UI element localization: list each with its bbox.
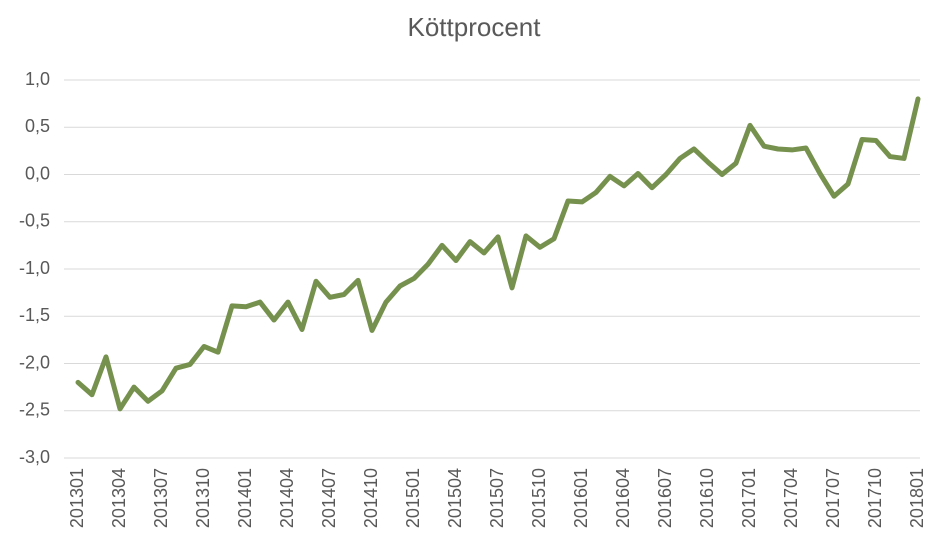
x-tick-label: 201404 [277, 468, 297, 528]
x-tick-label: 201504 [445, 468, 465, 528]
x-tick-label: 201707 [823, 468, 843, 528]
x-tick-label: 201501 [403, 468, 423, 528]
y-tick-label: -2,5 [19, 400, 50, 420]
y-tick-label: -0,5 [19, 211, 50, 231]
x-tick-label: 201701 [739, 468, 759, 528]
x-tick-label: 201510 [529, 468, 549, 528]
y-tick-label: -1,0 [19, 258, 50, 278]
x-tick-label: 201304 [109, 468, 129, 528]
x-tick-label: 201704 [781, 468, 801, 528]
y-tick-label: -1,5 [19, 305, 50, 325]
x-tick-label: 201601 [571, 468, 591, 528]
x-tick-label: 201307 [151, 468, 171, 528]
x-tick-label: 201507 [487, 468, 507, 528]
x-tick-label: 201310 [193, 468, 213, 528]
x-tick-label: 201801 [907, 468, 927, 528]
x-tick-label: 201710 [865, 468, 885, 528]
y-tick-label: 0,5 [25, 116, 50, 136]
y-tick-label: 1,0 [25, 69, 50, 89]
x-tick-label: 201401 [235, 468, 255, 528]
x-tick-label: 201410 [361, 468, 381, 528]
y-tick-label: 0,0 [25, 163, 50, 183]
x-tick-label: 201610 [697, 468, 717, 528]
x-tick-label: 201607 [655, 468, 675, 528]
x-tick-label: 201604 [613, 468, 633, 528]
y-tick-label: -2,0 [19, 352, 50, 372]
x-tick-label: 201301 [67, 468, 87, 528]
y-tick-label: -3,0 [19, 447, 50, 467]
data-line [75, 96, 921, 412]
x-tick-label: 201407 [319, 468, 339, 528]
chart-title: Köttprocent [408, 12, 542, 42]
